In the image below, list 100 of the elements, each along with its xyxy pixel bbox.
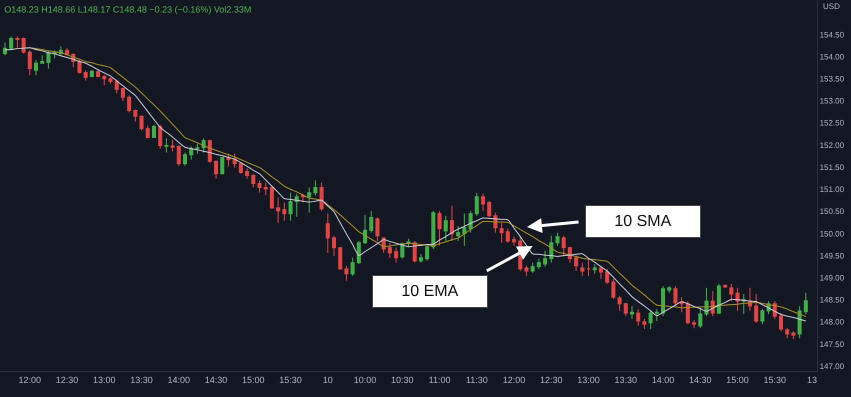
- candlestick: [388, 242, 392, 258]
- candlestick: [326, 213, 330, 254]
- candlestick: [158, 124, 162, 150]
- candlestick: [568, 246, 572, 264]
- candlestick: [369, 210, 374, 234]
- candlestick: [251, 173, 256, 188]
- candlestick: [474, 192, 479, 216]
- candlestick: [778, 312, 784, 332]
- candlestick: [574, 255, 578, 272]
- candlestick: [480, 193, 486, 212]
- x-tick-label: 14:30: [689, 374, 712, 385]
- x-tick-label: 13:30: [130, 374, 153, 385]
- candlestick: [363, 214, 368, 244]
- x-tick-label: 10:00: [354, 374, 376, 385]
- y-tick-label: 153.50: [820, 74, 845, 84]
- y-tick-label: 147.50: [820, 340, 845, 349]
- candlestick: [189, 146, 194, 160]
- candlestick: [40, 54, 44, 64]
- candlestick: [146, 125, 150, 139]
- candlestick: [760, 308, 764, 325]
- candlestick: [9, 36, 14, 51]
- x-tick-label: 13:00: [93, 374, 116, 385]
- y-tick-label: 150.50: [820, 207, 845, 216]
- candlestick: [654, 308, 659, 322]
- candlestick: [506, 228, 510, 244]
- candlestick: [84, 70, 88, 81]
- candlestick: [536, 258, 541, 270]
- candlestick: [320, 182, 324, 212]
- candlestick: [431, 210, 436, 250]
- candlestick: [736, 287, 740, 312]
- candlestick: [524, 265, 528, 276]
- candlestick: [698, 307, 702, 329]
- candlestick: [798, 306, 802, 339]
- candlestick: [245, 168, 250, 180]
- annotation: 10 SMA: [614, 213, 672, 230]
- x-tick-label: 15:30: [764, 374, 786, 385]
- candlestick: [22, 37, 26, 54]
- y-tick-label: 148.00: [820, 318, 845, 327]
- x-tick-label: 13:30: [614, 374, 638, 385]
- candlestick: [438, 210, 442, 246]
- candlestick: [624, 302, 628, 317]
- candlestick: [77, 60, 82, 74]
- x-tick-label: 14:00: [652, 374, 674, 385]
- candlestick: [15, 36, 20, 48]
- x-tick-label: 11:30: [466, 374, 488, 385]
- candlestick: [562, 235, 566, 257]
- candlestick: [673, 286, 678, 306]
- candlestick: [276, 197, 280, 224]
- candlestick: [313, 180, 318, 196]
- candlestick: [338, 247, 342, 270]
- candlestick: [661, 286, 666, 317]
- x-tick-label: 11:00: [428, 374, 450, 385]
- candlestick: [264, 182, 268, 196]
- x-tick-label: 12:30: [56, 374, 78, 385]
- candlestick: [580, 262, 584, 276]
- x-tick-label: 15:00: [242, 374, 265, 385]
- candlestick: [692, 320, 696, 329]
- candlestick: [195, 143, 200, 154]
- candlestick: [176, 144, 181, 166]
- x-tick-label: 15:30: [279, 374, 302, 385]
- candlestick: [636, 308, 640, 326]
- y-tick-label: 147.00: [820, 362, 845, 371]
- candlestick: [487, 200, 492, 218]
- candlestick: [257, 180, 262, 194]
- candlestick: [618, 295, 622, 312]
- candlestick: [300, 193, 305, 204]
- x-tick-label: 14:30: [204, 374, 228, 385]
- candlestick: [418, 253, 423, 264]
- candlestick: [729, 283, 734, 302]
- candlestick: [133, 109, 138, 122]
- x-tick-label: 12:00: [502, 374, 526, 385]
- x-tick-label: 12:00: [18, 374, 42, 385]
- candlestick: [785, 328, 790, 339]
- candlestick: [226, 152, 230, 168]
- y-tick-label: 148.50: [820, 296, 845, 305]
- candlestick: [456, 225, 460, 242]
- y-tick-label: 152.50: [820, 118, 845, 128]
- candlestick: [120, 87, 125, 102]
- candlestick: [114, 79, 119, 94]
- candlestick: [586, 258, 591, 276]
- candlestick: [394, 247, 398, 264]
- candlestick: [238, 162, 243, 174]
- candlestick: [164, 138, 168, 154]
- candlestick: [2, 42, 7, 56]
- candlestick: [425, 245, 430, 262]
- candlestick: [220, 156, 224, 174]
- candlestick: [605, 268, 610, 284]
- candlestick: [512, 236, 516, 246]
- candlestick: [630, 306, 634, 320]
- text: O148.23 H148.66 L148.17 C148.48 −0.23 (−0.16%) Vol2.33M: [4, 4, 252, 14]
- candlestick: [723, 284, 728, 288]
- candlestick: [611, 278, 616, 300]
- candlestick: [500, 222, 504, 244]
- candlestick: [592, 263, 597, 274]
- candlestick: [288, 192, 293, 222]
- x-tick-label: 10: [322, 374, 333, 385]
- candlestick: [356, 240, 361, 264]
- candlestick: [450, 205, 454, 242]
- candlestick: [716, 283, 721, 314]
- candlestick: [648, 310, 653, 330]
